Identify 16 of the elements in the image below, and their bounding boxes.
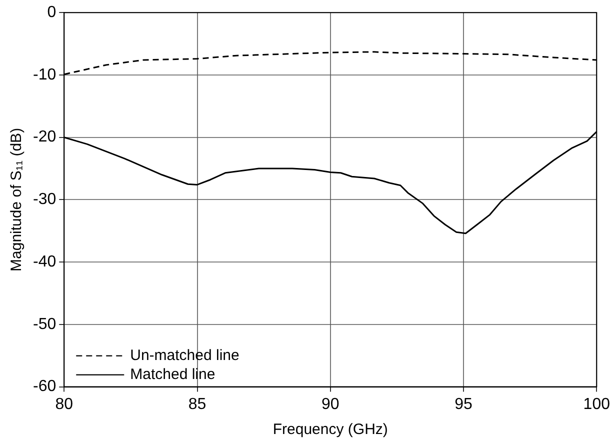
- y-tick-label: -20: [33, 128, 56, 146]
- y-tick-label: -40: [33, 253, 56, 270]
- legend-label: Matched line: [130, 366, 216, 383]
- x-tick-label: 85: [188, 396, 206, 413]
- y-tick-label: -30: [33, 191, 56, 208]
- y-tick-label: -60: [33, 378, 56, 396]
- y-axis-title: Magnitude of S₁₁ (dB): [8, 128, 26, 272]
- x-tick-label: 95: [454, 396, 473, 413]
- y-tick-label: 0: [47, 4, 56, 22]
- y-tick-label: -50: [33, 316, 56, 333]
- x-axis-title: Frequency (GHz): [272, 421, 388, 438]
- x-tick-label: 100: [583, 396, 610, 413]
- x-tick-label: 90: [321, 396, 340, 413]
- x-tick-label: 80: [55, 396, 74, 413]
- y-tick-label: -10: [33, 66, 56, 84]
- legend-label: Un-matched line: [130, 346, 240, 364]
